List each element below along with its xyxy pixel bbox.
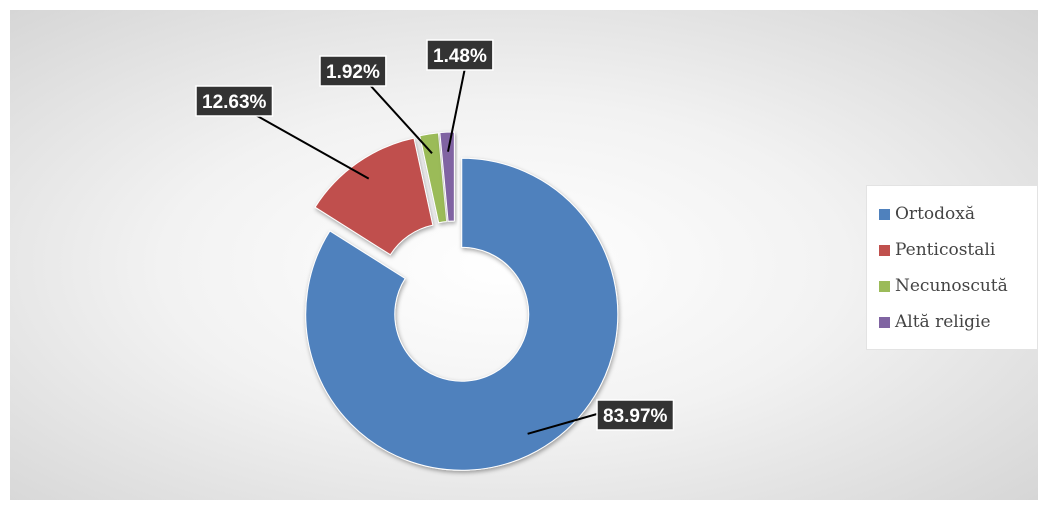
legend-swatch bbox=[879, 316, 890, 328]
legend-item: Ortodoxă bbox=[879, 196, 1037, 232]
slice-penticostali bbox=[314, 137, 434, 256]
data-label-text: 1.48% bbox=[433, 46, 487, 67]
data-label-box bbox=[195, 85, 274, 117]
leader-line bbox=[527, 413, 598, 435]
data-label-box bbox=[596, 399, 675, 431]
legend-label: Altă religie bbox=[895, 312, 991, 332]
data-label-text: 83.97% bbox=[603, 406, 668, 427]
slice-necunoscută bbox=[419, 132, 448, 224]
slice-ortodoxă bbox=[305, 157, 619, 471]
data-label: 12.63% bbox=[195, 85, 274, 117]
legend-item: Penticostali bbox=[879, 232, 1037, 268]
data-labels-layer: 83.97% 12.63% 1.92% 1.48% bbox=[195, 39, 675, 431]
data-label-text: 12.63% bbox=[202, 92, 267, 113]
legend-swatch bbox=[879, 280, 890, 292]
legend: Ortodoxă Penticostali Necunoscută Altă reli… bbox=[866, 185, 1038, 350]
data-label-box bbox=[426, 39, 494, 71]
leader-line bbox=[359, 73, 433, 154]
legend-item: Necunoscută bbox=[879, 268, 1037, 304]
slice-altă-religie bbox=[439, 131, 455, 222]
slices-layer bbox=[305, 131, 619, 471]
legend-swatch bbox=[879, 208, 890, 220]
legend-label: Necunoscută bbox=[895, 276, 1008, 296]
data-label: 1.48% bbox=[426, 39, 494, 71]
legend-label: Penticostali bbox=[895, 240, 996, 260]
data-label: 83.97% bbox=[596, 399, 675, 431]
data-label-text: 1.92% bbox=[326, 62, 380, 83]
data-label-box bbox=[319, 55, 387, 87]
legend-swatch bbox=[879, 244, 890, 256]
data-label: 1.92% bbox=[319, 55, 387, 87]
legend-item: Altă religie bbox=[879, 304, 1037, 340]
legend-label: Ortodoxă bbox=[895, 204, 975, 224]
leader-line bbox=[447, 57, 468, 152]
